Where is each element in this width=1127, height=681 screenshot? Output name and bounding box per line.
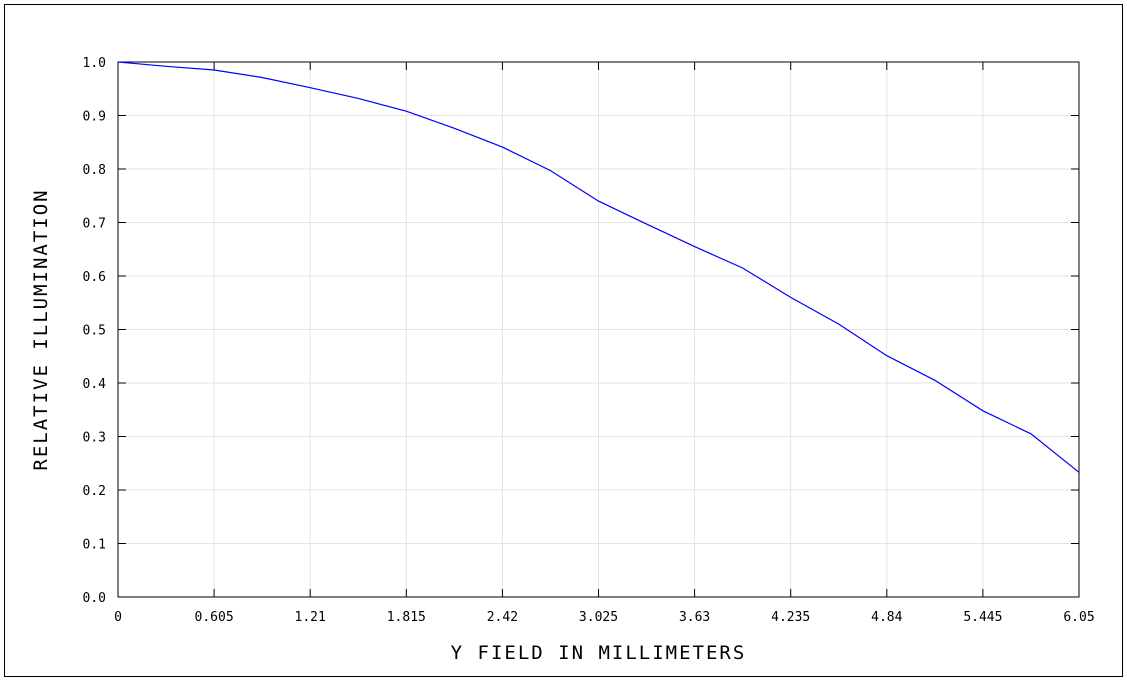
relative-illumination-chart: 0 0.605 1.21 1.815 2.42 3.025 3.63 4.235 4.84 5.4… <box>30 56 1095 664</box>
x-tick-label: 4.235 <box>771 610 810 625</box>
x-tick-label: 4.84 <box>871 610 902 625</box>
chart-frame: 0 0.605 1.21 1.815 2.42 3.025 3.63 4.235 4.84 5.4… <box>4 4 1123 677</box>
x-tick-label: 1.21 <box>295 610 326 625</box>
y-tick-label: 1.0 <box>83 56 106 71</box>
y-tick-label: 0.0 <box>83 591 106 606</box>
y-tick-label: 0.9 <box>83 110 106 125</box>
y-tick-label: 0.8 <box>83 163 106 178</box>
x-tick-label: 6.05 <box>1063 610 1094 625</box>
y-tick-label: 0.7 <box>83 217 106 232</box>
x-axis-title: Y FIELD IN MILLIMETERS <box>451 642 747 664</box>
data-series <box>117 61 1080 473</box>
axis-ticks <box>117 61 1080 598</box>
x-tick-label: 3.025 <box>579 610 618 625</box>
x-tick-label: 0.605 <box>195 610 234 625</box>
y-tick-labels: 0.0 0.1 0.2 0.3 0.4 0.5 0.6 0.7 0.8 0.9 1.0 <box>83 56 107 606</box>
x-tick-label: 0 <box>114 610 122 625</box>
series-line <box>117 61 1080 473</box>
x-tick-label: 2.42 <box>487 610 518 625</box>
grid-lines <box>118 62 1079 597</box>
y-tick-label: 0.1 <box>83 538 106 553</box>
x-tick-labels: 0 0.605 1.21 1.815 2.42 3.025 3.63 4.235 4.84 5.4… <box>114 610 1095 625</box>
x-tick-label: 1.815 <box>387 610 426 625</box>
y-tick-label: 0.5 <box>83 324 106 339</box>
y-tick-label: 0.4 <box>83 377 107 392</box>
x-tick-label: 3.63 <box>679 610 710 625</box>
x-tick-label: 5.445 <box>963 610 1002 625</box>
y-axis-title: RELATIVE ILLUMINATION <box>30 188 52 470</box>
y-tick-label: 0.2 <box>83 484 106 499</box>
y-tick-label: 0.3 <box>83 431 106 446</box>
y-tick-label: 0.6 <box>83 270 106 285</box>
